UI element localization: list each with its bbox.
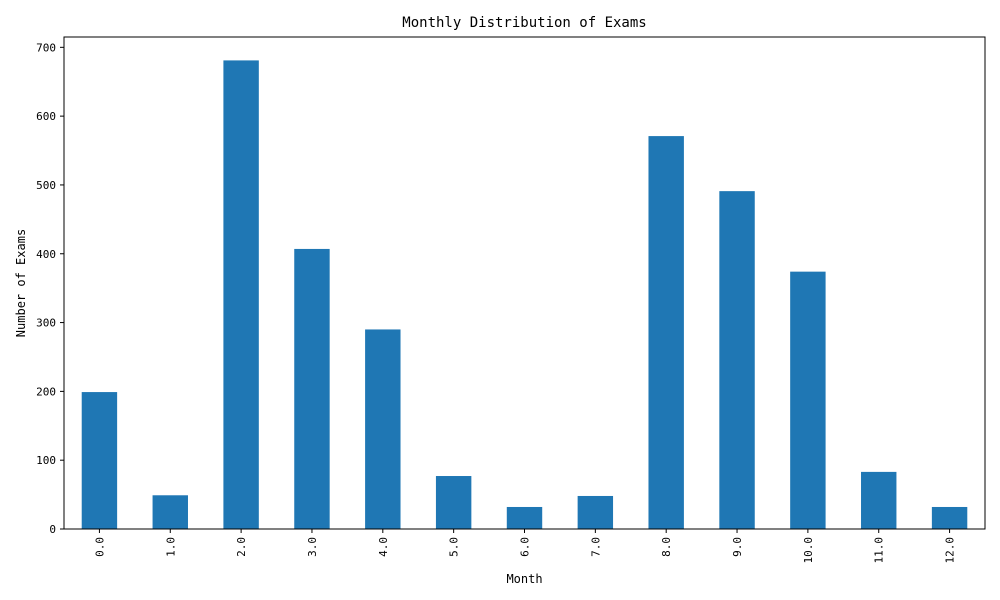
x-tick-label: 11.0 [873,537,886,564]
bar-3.0 [294,248,330,529]
y-tick-label: 300 [36,317,56,330]
y-tick-label: 500 [36,179,56,192]
bar-1.0 [152,495,188,529]
x-tick-label: 8.0 [660,537,673,557]
bar-0.0 [81,392,118,529]
bar-7.0 [577,495,614,529]
x-tick-label: 1.0 [164,537,177,557]
y-axis-label: Number of Exams [14,229,28,337]
bar-8.0 [648,136,684,529]
x-tick-label: 0.0 [93,537,106,557]
y-tick-label: 400 [36,248,56,261]
x-tick-label: 6.0 [519,537,532,557]
chart-title: Monthly Distribution of Exams [402,15,646,31]
y-axis-ticks: 0 100 200 300 400 500 600 700 [36,41,64,536]
y-tick-label: 100 [36,454,56,467]
y-tick-label: 700 [36,41,56,54]
x-tick-label: 2.0 [235,537,248,557]
x-tick-label: 5.0 [448,537,461,557]
bar-4.0 [365,329,401,529]
x-tick-label: 9.0 [731,537,744,557]
bar-10.0 [790,271,826,529]
x-tick-label: 4.0 [377,537,390,557]
x-tick-label: 10.0 [802,537,815,564]
x-tick-label: 3.0 [306,537,319,557]
bar-11.0 [861,471,897,529]
x-tick-label: 7.0 [589,537,602,557]
bar-9.0 [719,191,755,529]
bar-5.0 [435,476,472,529]
bar-6.0 [506,506,543,529]
y-tick-label: 600 [36,110,56,123]
y-tick-label: 200 [36,385,56,398]
x-axis-label: Month [506,572,542,586]
bar-12.0 [931,506,968,529]
bars-group [81,60,968,530]
bar-2.0 [223,60,259,530]
plot-frame [63,36,986,530]
x-tick-label: 12.0 [944,537,957,564]
y-tick-label: 0 [49,523,56,536]
x-axis-ticks: 0.0 1.0 2.0 3.0 4.0 5.0 6.0 7.0 8.0 9.0 10.0 11.0 12… [93,529,957,564]
